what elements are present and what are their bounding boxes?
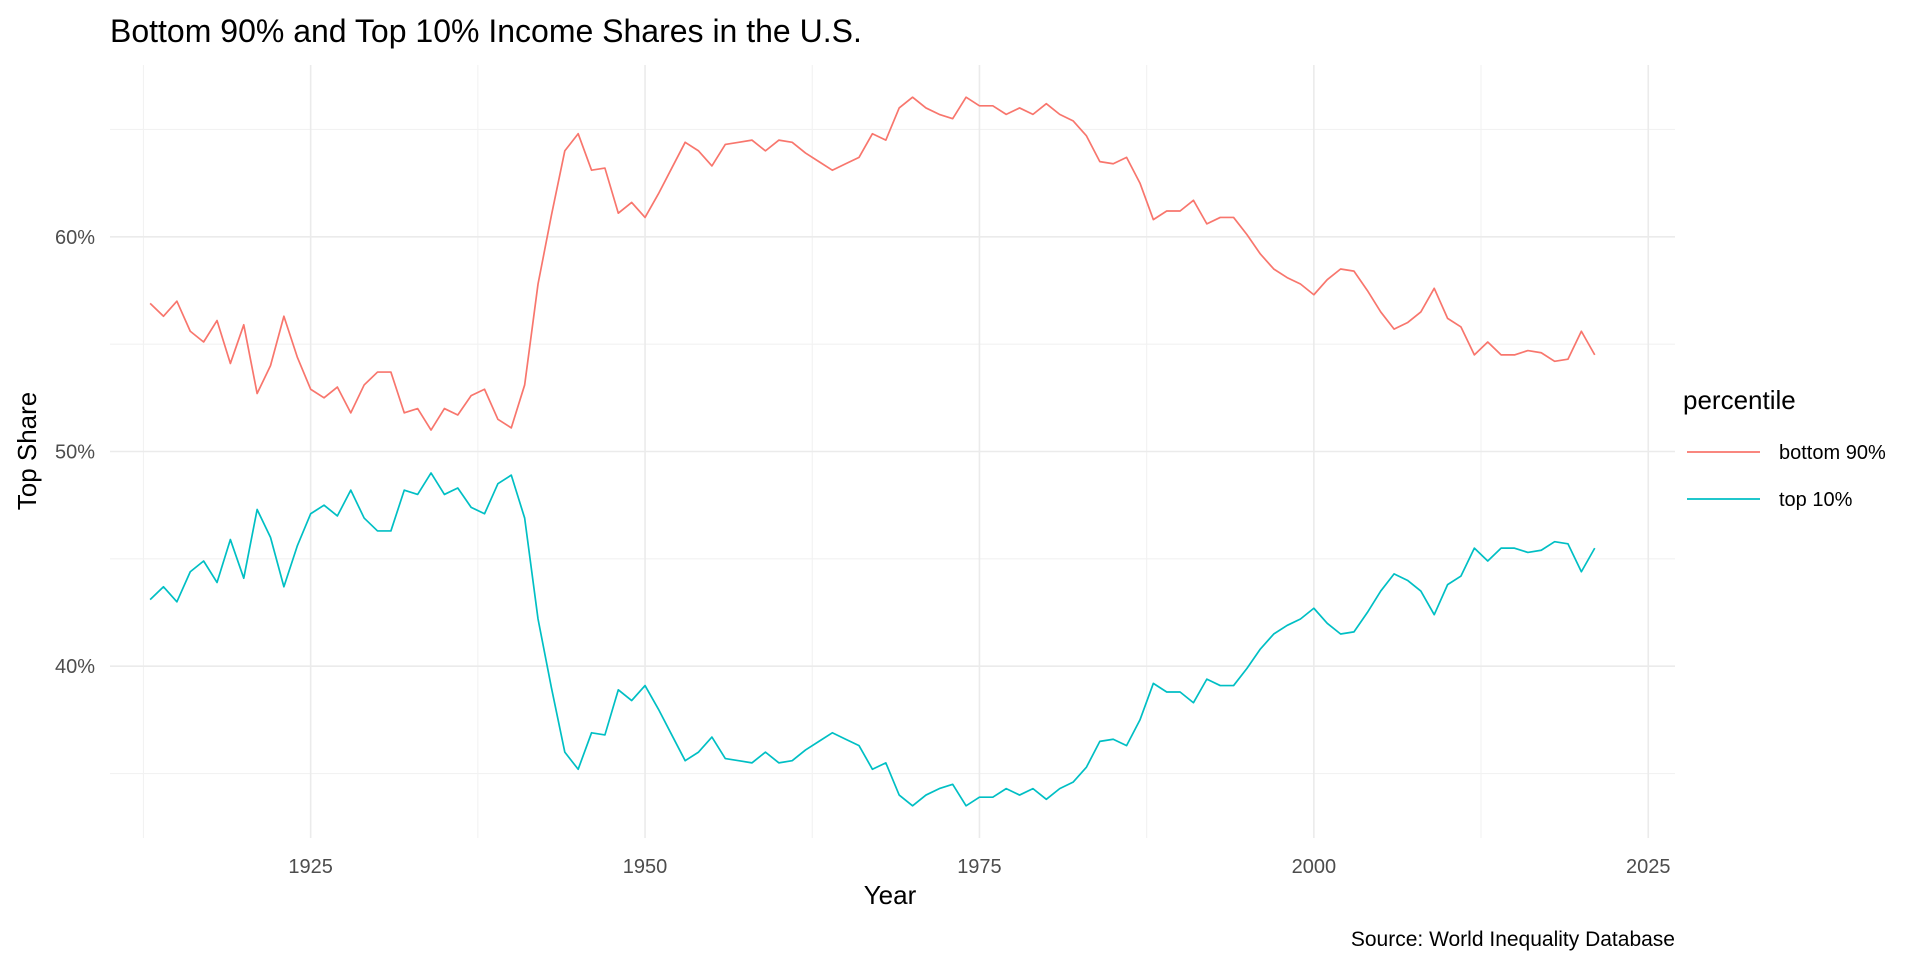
x-tick-label: 1925: [288, 856, 333, 878]
x-axis-title: Year: [864, 880, 917, 910]
y-tick-label: 60%: [55, 227, 95, 249]
y-axis: 40% 50% 60%: [55, 227, 95, 678]
y-axis-title: Top Share: [12, 392, 42, 511]
legend-title: percentile: [1683, 385, 1796, 415]
x-tick-label: 1950: [623, 856, 668, 878]
series-line-bottom-90: [149, 96, 1596, 431]
x-tick-label: 2025: [1626, 856, 1671, 878]
x-tick-label: 1975: [957, 856, 1002, 878]
x-axis: 1925 1950 1975 2000 2025: [288, 856, 1670, 878]
legend: percentile bottom 90% top 10%: [1683, 385, 1886, 511]
legend-label-top-10: top 10%: [1779, 489, 1853, 511]
series-line-top-10: [149, 472, 1596, 807]
series-layer: [149, 96, 1596, 807]
chart-title: Bottom 90% and Top 10% Income Shares in …: [110, 13, 862, 49]
grid: [110, 65, 1675, 838]
legend-label-bottom-90: bottom 90%: [1779, 442, 1886, 464]
x-tick-label: 2000: [1292, 856, 1337, 878]
chart-caption: Source: World Inequality Database: [1351, 928, 1675, 951]
y-tick-label: 50%: [55, 442, 95, 464]
y-tick-label: 40%: [55, 656, 95, 678]
